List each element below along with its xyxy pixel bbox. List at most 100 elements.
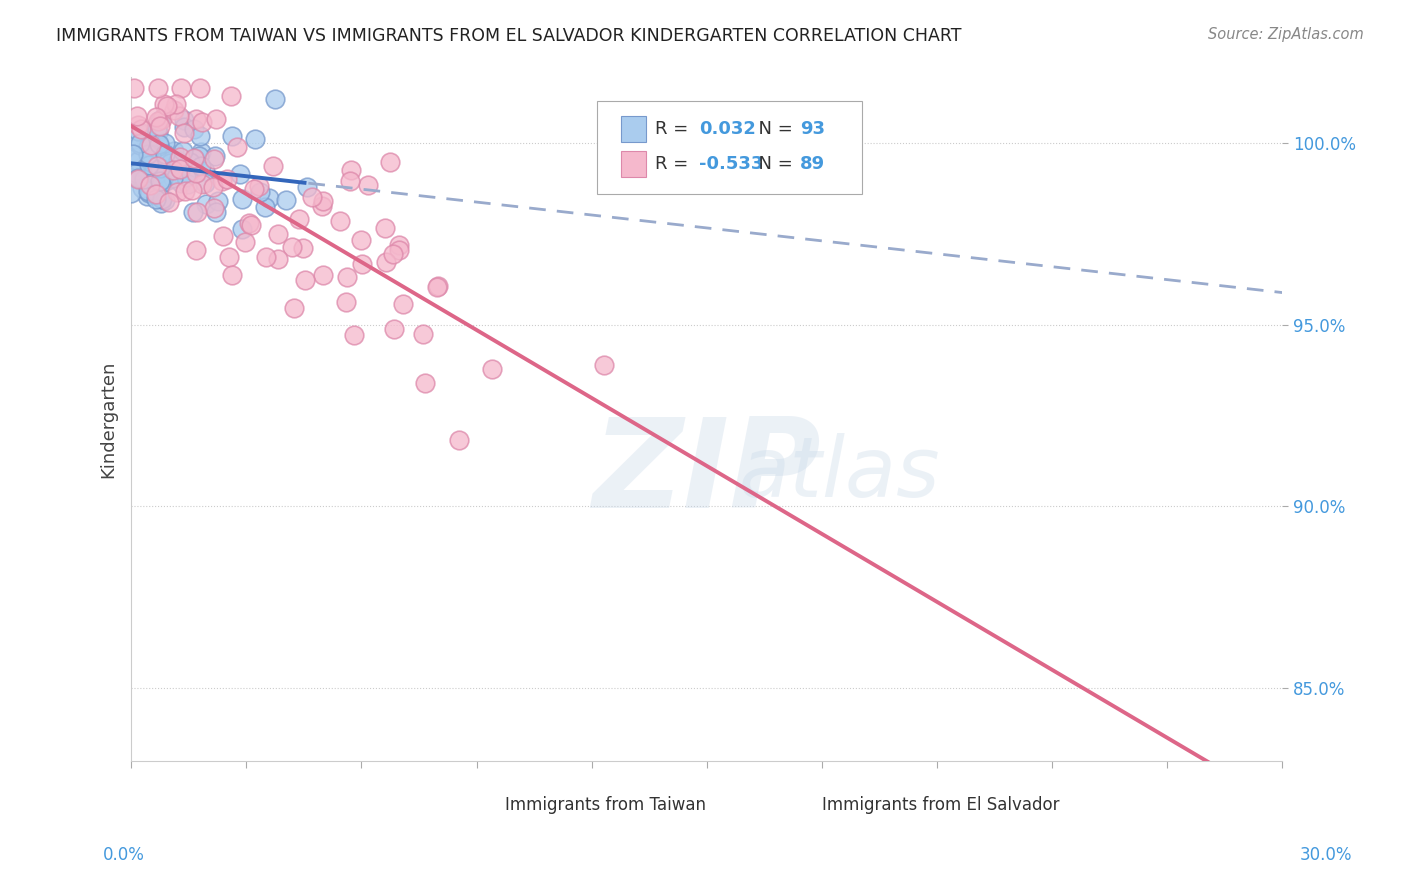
Point [281, 240, 304, 254]
Text: Immigrants from El Salvador: Immigrants from El Salvador [823, 797, 1060, 814]
Point [218, 250, 240, 264]
Point [195, 196, 218, 211]
FancyBboxPatch shape [598, 102, 862, 194]
Point [145, 185, 167, 199]
Point [145, 188, 167, 202]
Point [231, 222, 253, 236]
Point [150, 112, 173, 127]
Point [191, 178, 214, 192]
Point [205, 112, 228, 126]
Point [156, 173, 179, 187]
Point [173, 184, 195, 198]
Point [190, 145, 212, 160]
Point [188, 81, 211, 95]
Point [146, 159, 169, 173]
Point [145, 122, 167, 136]
Point [312, 268, 335, 283]
Point [311, 198, 333, 212]
Point [141, 177, 163, 191]
Point [350, 257, 373, 271]
Point [141, 166, 163, 180]
Point [135, 133, 157, 147]
Point [169, 150, 191, 164]
Point [343, 328, 366, 343]
Point [127, 170, 149, 185]
Point [329, 214, 352, 228]
Point [183, 122, 205, 136]
Point [145, 186, 167, 201]
Point [139, 147, 162, 161]
Point [132, 170, 155, 185]
Point [127, 118, 149, 132]
Point [150, 192, 173, 206]
Point [122, 81, 145, 95]
Point [388, 243, 411, 257]
Point [184, 243, 207, 257]
Point [184, 166, 207, 180]
Point [145, 192, 167, 206]
Point [132, 172, 155, 186]
Point [129, 137, 152, 152]
Point [186, 112, 208, 126]
Point [593, 358, 616, 372]
Point [169, 161, 191, 176]
Point [155, 149, 177, 163]
Point [142, 141, 165, 155]
Text: 89: 89 [800, 155, 825, 173]
Text: Immigrants from Taiwan: Immigrants from Taiwan [505, 797, 706, 814]
Point [263, 92, 285, 106]
Text: IMMIGRANTS FROM TAIWAN VS IMMIGRANTS FROM EL SALVADOR KINDERGARTEN CORRELATION C: IMMIGRANTS FROM TAIWAN VS IMMIGRANTS FRO… [56, 27, 962, 45]
Text: -0.533: -0.533 [699, 155, 763, 173]
Point [127, 172, 149, 186]
Point [162, 103, 184, 117]
Point [125, 166, 148, 180]
Point [243, 132, 266, 146]
Point [413, 376, 436, 390]
Point [247, 178, 270, 193]
Point [169, 176, 191, 190]
Point [135, 189, 157, 203]
Point [374, 221, 396, 235]
Point [388, 237, 411, 252]
Point [179, 164, 201, 178]
Point [156, 150, 179, 164]
Point [124, 170, 146, 185]
Point [148, 139, 170, 153]
Point [136, 146, 159, 161]
Point [212, 228, 235, 243]
FancyBboxPatch shape [477, 795, 499, 815]
Point [191, 115, 214, 129]
Point [148, 178, 170, 193]
Point [225, 140, 247, 154]
Point [301, 190, 323, 204]
Point [159, 155, 181, 169]
Point [172, 144, 194, 158]
Point [295, 180, 318, 194]
Point [167, 109, 190, 123]
Point [378, 154, 401, 169]
Point [183, 205, 205, 219]
Point [149, 174, 172, 188]
Point [150, 196, 173, 211]
Point [217, 172, 239, 186]
Point [128, 136, 150, 151]
Point [335, 294, 357, 309]
Point [221, 268, 243, 283]
Point [190, 159, 212, 173]
Text: R =: R = [655, 155, 695, 173]
Point [231, 192, 253, 206]
Point [162, 171, 184, 186]
Point [267, 227, 290, 242]
Point [131, 160, 153, 174]
Point [149, 178, 172, 192]
Point [141, 137, 163, 152]
Point [120, 186, 142, 200]
Point [172, 161, 194, 175]
Point [155, 193, 177, 207]
Point [412, 326, 434, 341]
FancyBboxPatch shape [620, 152, 645, 178]
Point [449, 433, 471, 447]
Point [162, 163, 184, 178]
Point [350, 233, 373, 247]
Point [426, 280, 449, 294]
